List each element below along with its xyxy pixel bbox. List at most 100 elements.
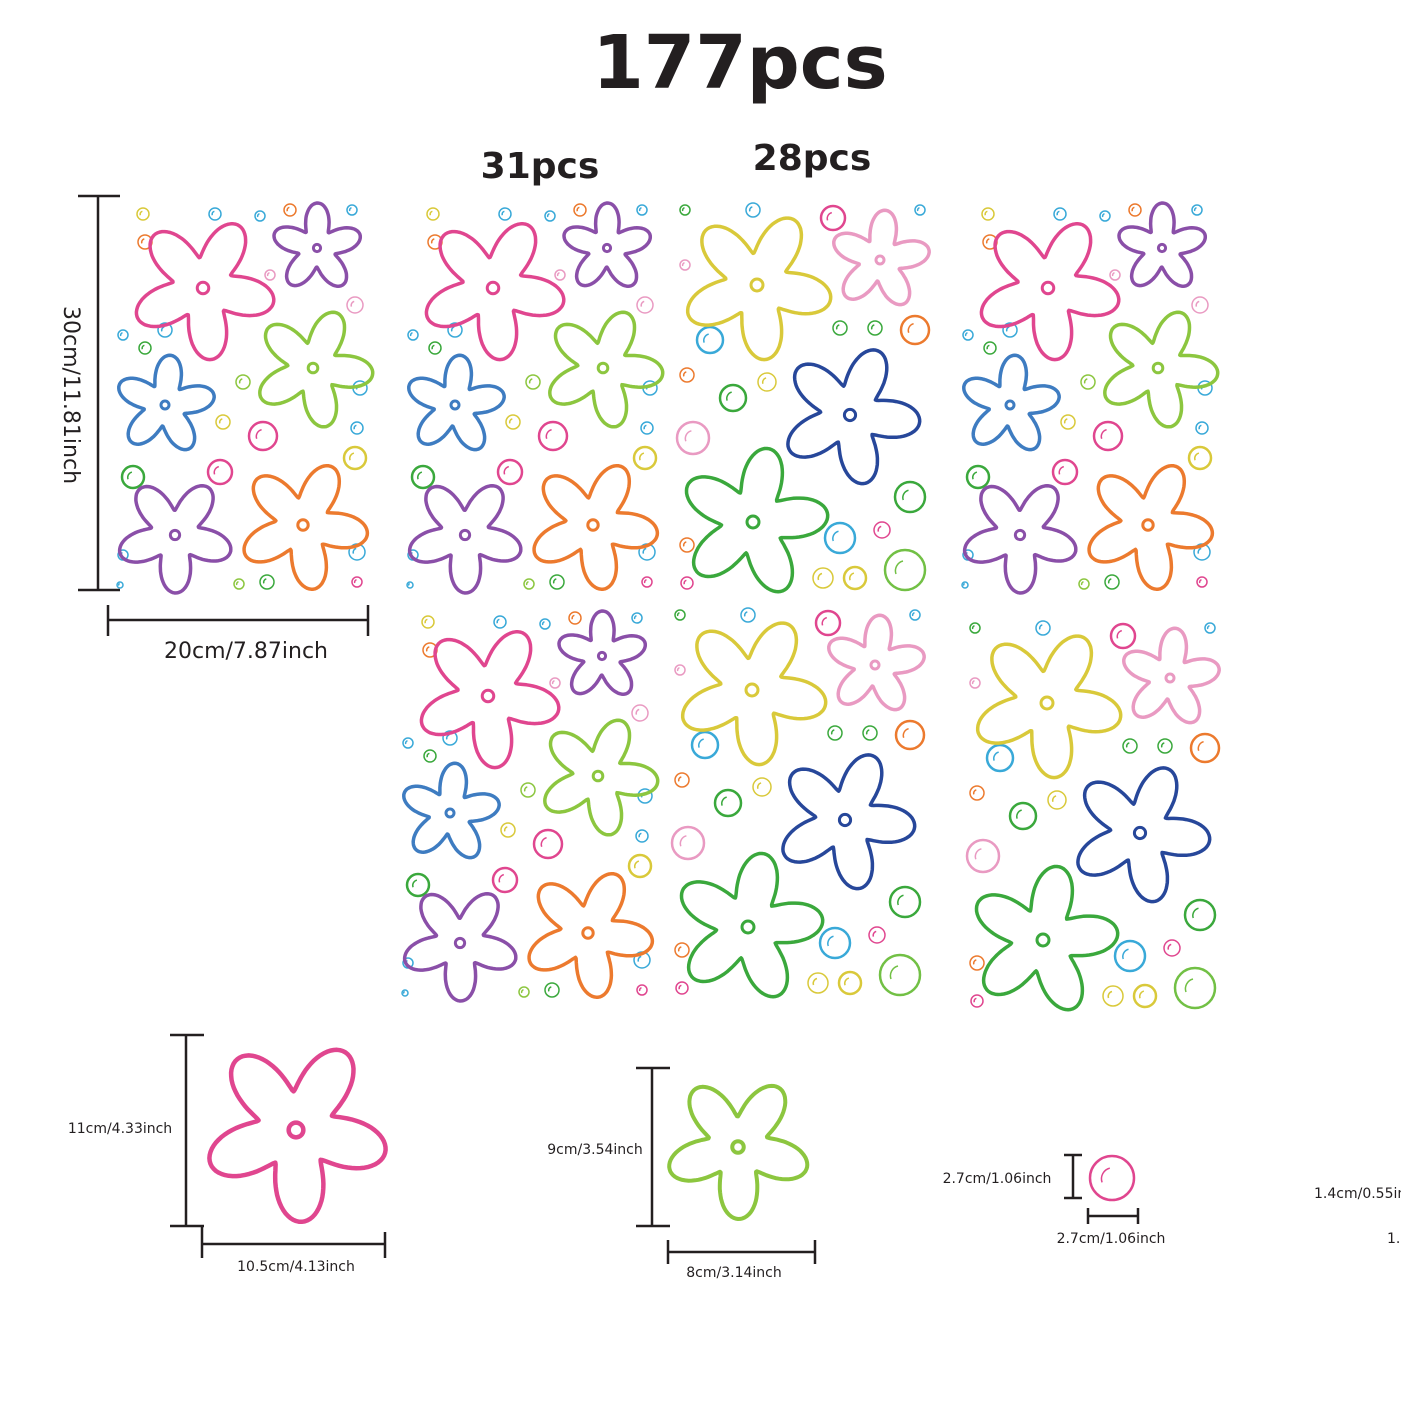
bubble-shine: [541, 621, 545, 626]
bubble-shine: [638, 987, 642, 992]
bubble: [679, 367, 695, 383]
flower: [667, 1083, 810, 1221]
dimension-label: 1.4cm/0.55inch: [1387, 1231, 1401, 1247]
title: 177pcs: [592, 20, 887, 106]
bubble: [1157, 738, 1173, 754]
bubble: [1109, 269, 1121, 281]
bubble: [346, 204, 358, 216]
bubble: [1008, 801, 1038, 831]
dimension-line: [78, 194, 370, 636]
flower: [543, 718, 660, 837]
bubble: [745, 202, 761, 218]
bubble: [718, 383, 748, 413]
bubble-shine: [1083, 378, 1088, 384]
flower: [680, 621, 828, 767]
bubble: [247, 420, 279, 452]
bubble: [862, 725, 878, 741]
bubble-shine: [683, 579, 687, 585]
dimension-label: 20cm/7.87inch: [164, 639, 328, 664]
bubble: [426, 207, 440, 221]
bubble-shine: [971, 625, 975, 630]
bubble-shine: [643, 424, 647, 430]
bubble-shine: [412, 879, 418, 888]
flower-center: [449, 399, 461, 411]
bubble-shine: [972, 471, 978, 480]
bubble-shine: [1195, 300, 1200, 307]
flower: [419, 630, 561, 770]
flower: [402, 892, 518, 1003]
flower-center: [596, 361, 610, 375]
bubble-shine: [684, 430, 692, 442]
bubble-shine: [1038, 624, 1043, 630]
flower-center: [1035, 932, 1051, 948]
flower-center: [444, 807, 456, 819]
bubble-shine: [1122, 948, 1129, 960]
flower: [1103, 310, 1220, 429]
bubble-shine: [503, 465, 510, 475]
bubble-shine: [1194, 452, 1200, 461]
bubble-shine: [256, 213, 260, 218]
bubble-shine: [523, 786, 528, 792]
bubble: [632, 445, 658, 471]
bubble: [406, 581, 414, 589]
bubble: [893, 480, 927, 514]
bubble-shine: [962, 582, 966, 586]
flower-center: [1040, 280, 1056, 296]
flower-center: [195, 280, 211, 296]
bubble-shine: [1063, 418, 1068, 424]
bubble-shine: [417, 471, 423, 480]
bubble: [1163, 939, 1181, 957]
flower: [974, 864, 1120, 1012]
bubble: [351, 576, 363, 588]
flower: [684, 446, 830, 594]
dimension-label: 1.4cm/0.55inch: [1314, 1186, 1401, 1202]
flower-center: [453, 936, 467, 950]
bubble-shine: [402, 990, 406, 994]
flower: [407, 484, 523, 595]
bubble: [1191, 204, 1203, 216]
bubble-shine: [1206, 625, 1210, 630]
bubble: [520, 782, 536, 798]
bubble-shine: [743, 611, 748, 617]
bubble: [1196, 576, 1208, 588]
flower-center: [1039, 695, 1055, 711]
bubble: [827, 725, 843, 741]
sheet-label: 28pcs: [753, 138, 872, 179]
bubble-shine: [889, 965, 899, 980]
flower-center: [480, 688, 496, 704]
bubble: [554, 269, 566, 281]
bubble: [670, 825, 706, 861]
bubble: [120, 464, 146, 490]
bubble: [544, 982, 560, 998]
bubble-shine: [1107, 990, 1113, 999]
bubble: [814, 609, 842, 637]
bubble-shine: [911, 612, 915, 617]
bubble-shine: [827, 935, 834, 947]
bubble-shine: [235, 581, 239, 586]
bubble-shine: [211, 210, 215, 216]
bubble-shine: [1111, 272, 1115, 277]
bubble-shine: [140, 238, 145, 244]
flower: [975, 634, 1123, 780]
bubble-shine: [830, 729, 835, 735]
bubble: [442, 730, 458, 746]
dimension-label: 10.5cm/4.13inch: [237, 1259, 355, 1275]
bubble-shine: [528, 378, 533, 384]
bubble-shine: [821, 616, 828, 626]
bubble: [674, 664, 686, 676]
flower: [562, 201, 653, 288]
bubble: [1204, 622, 1216, 634]
bubble-shine: [635, 708, 640, 715]
bubble-shine: [520, 989, 524, 994]
flower-center: [1151, 361, 1165, 375]
bubble-shine: [431, 344, 435, 350]
bubble-shine: [637, 955, 642, 962]
flower: [402, 761, 501, 860]
dimension-label: 2.7cm/1.06inch: [943, 1171, 1052, 1187]
bubble-shine: [897, 894, 904, 906]
bubble-shine: [1101, 213, 1105, 218]
bubble-shine: [426, 752, 430, 758]
bubble: [636, 984, 648, 996]
flower-center: [306, 361, 320, 375]
